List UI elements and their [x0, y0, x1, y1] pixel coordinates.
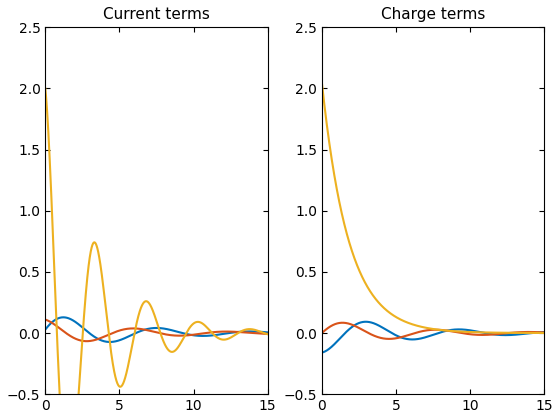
Title: Charge terms: Charge terms: [381, 7, 485, 22]
Title: Current terms: Current terms: [103, 7, 210, 22]
